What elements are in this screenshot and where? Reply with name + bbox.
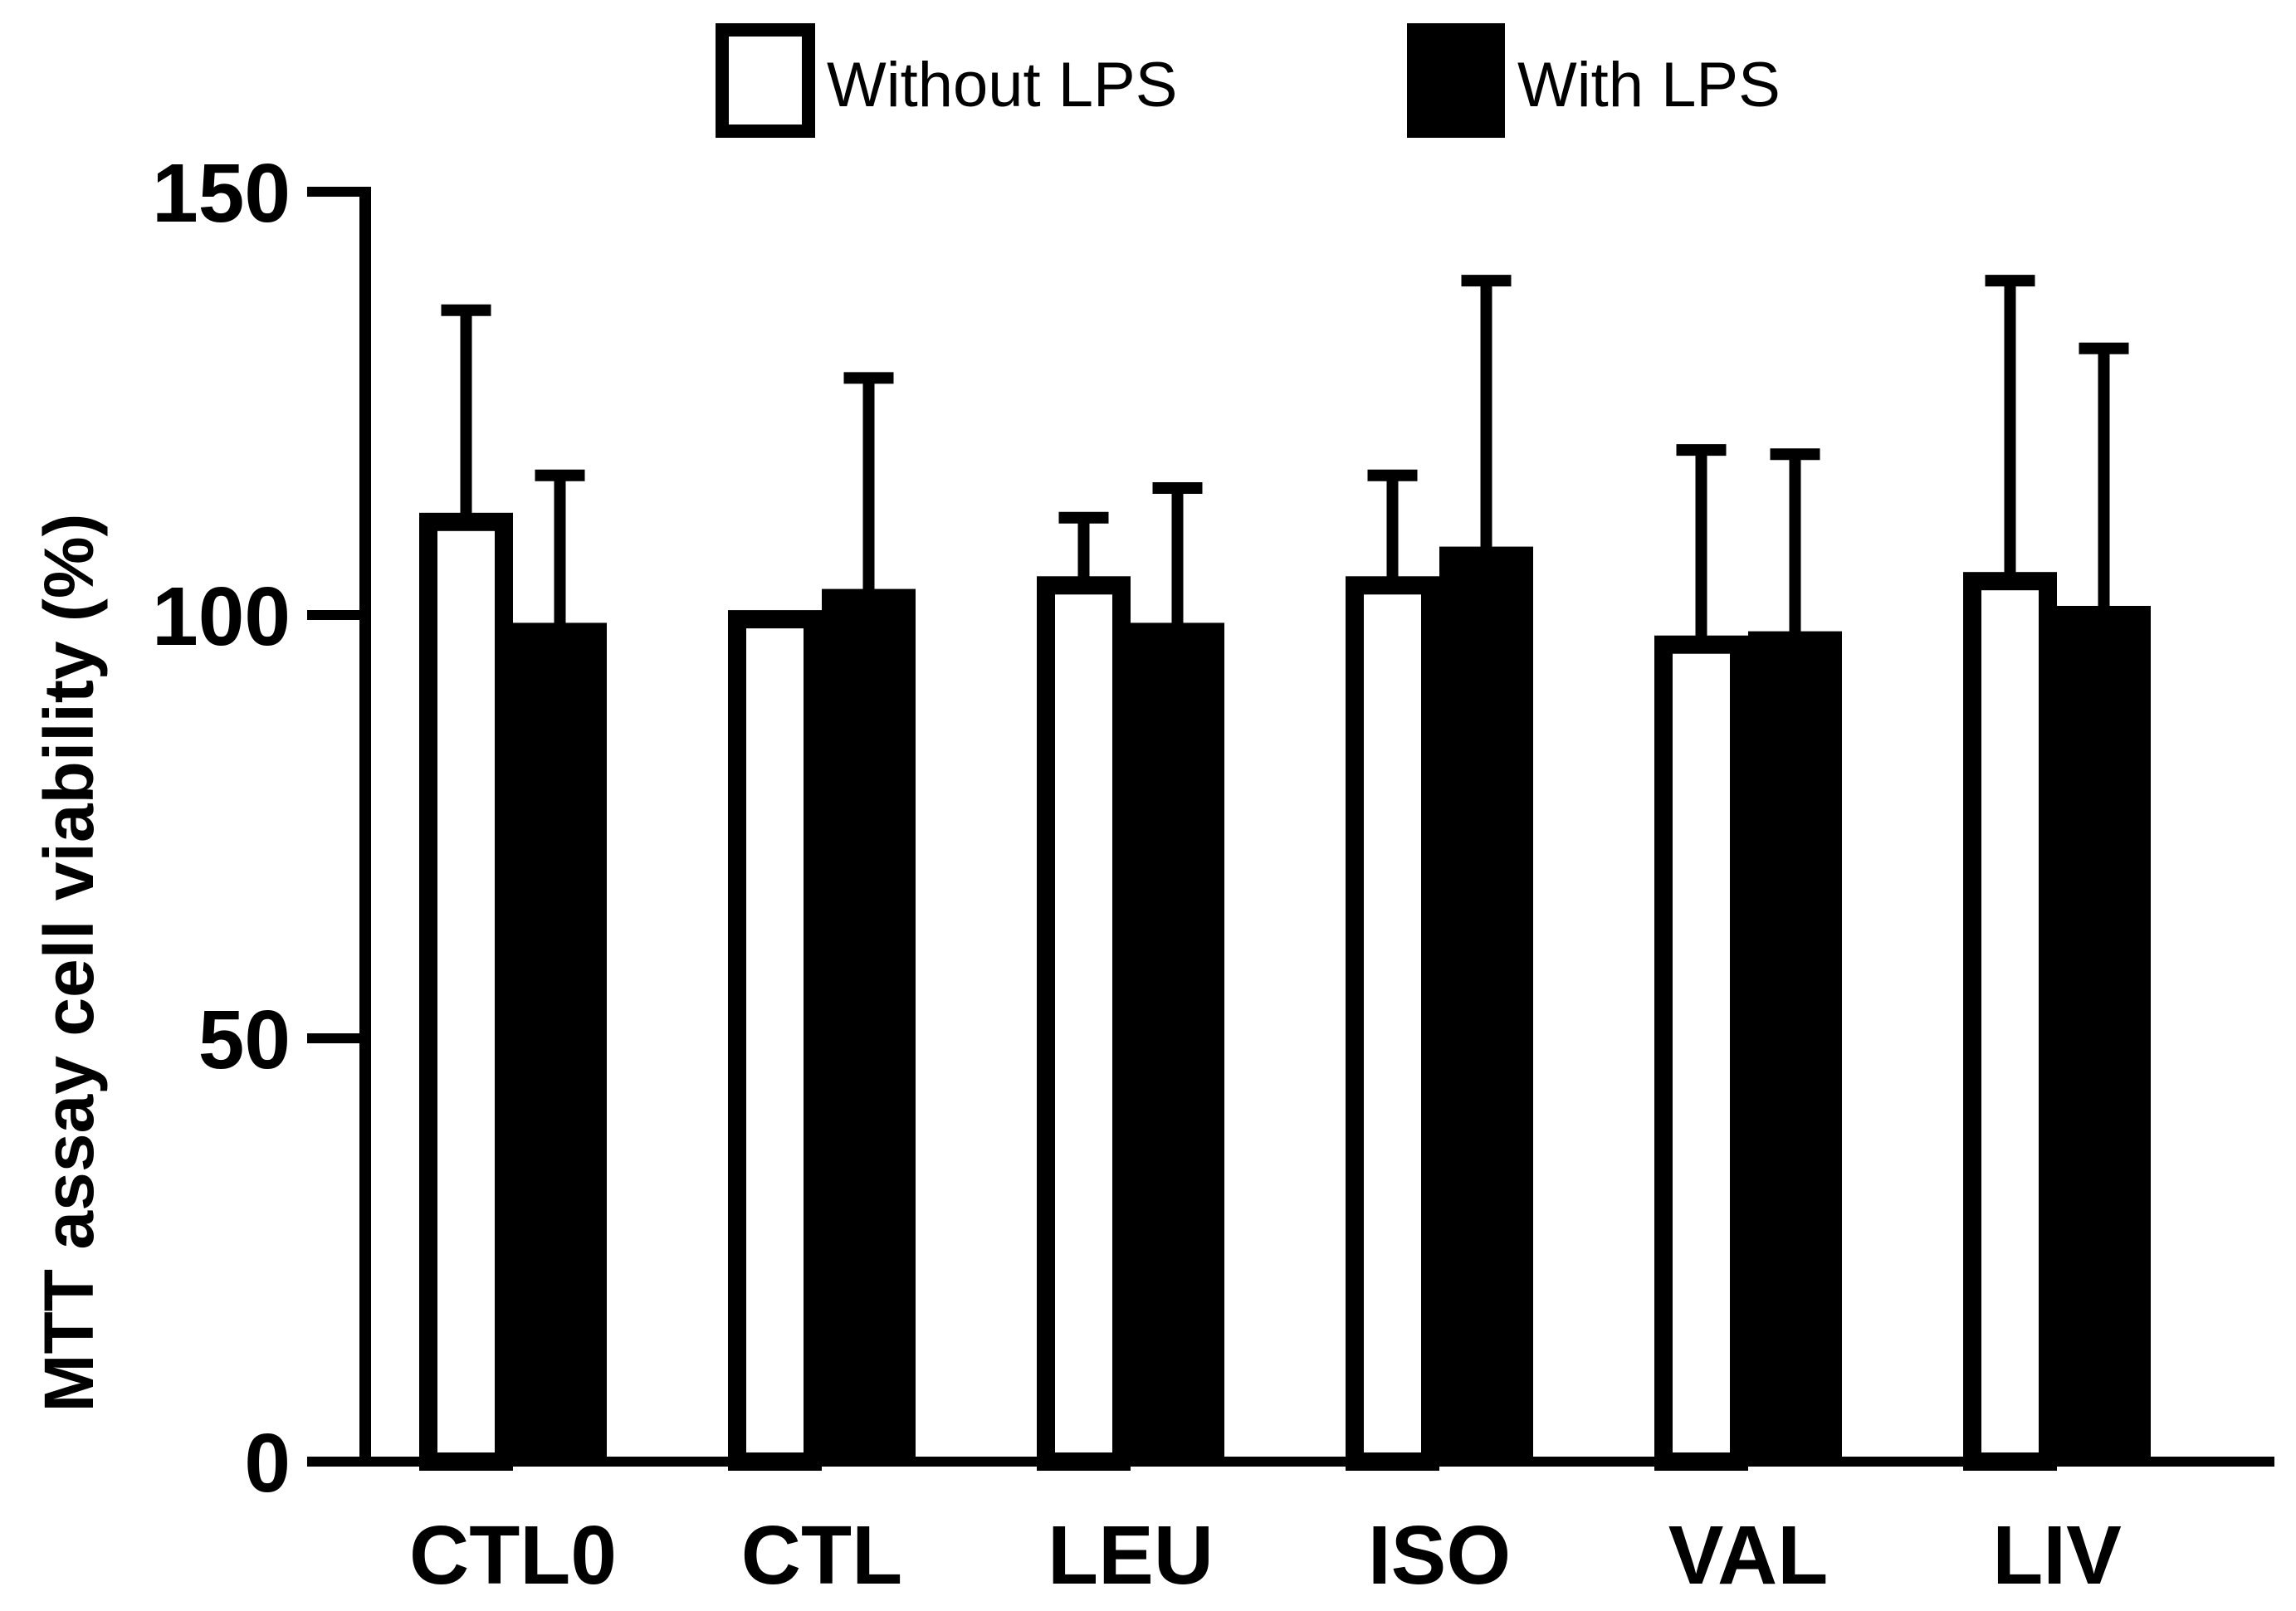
bar-with-lps-leu: [1131, 622, 1224, 1462]
legend-label-without-lps: Without LPS: [827, 50, 1177, 120]
x-category-label: LIV: [1992, 1509, 2122, 1602]
bar-with-lps-val: [1748, 631, 1842, 1462]
y-axis-title: MTT assay cell viability (%): [30, 513, 108, 1412]
bar-with-lps-liv: [2057, 606, 2151, 1462]
x-category-label: ISO: [1368, 1509, 1511, 1602]
x-category-label: LEU: [1048, 1509, 1214, 1602]
bar-with-lps-ctl: [822, 588, 916, 1462]
bar-without-lps-leu: [1037, 576, 1131, 1471]
bar-without-lps-ctl: [728, 610, 822, 1471]
x-axis-labels: CTL0 CTL LEU ISO VAL LIV: [409, 1509, 2122, 1602]
legend: Without LPS With LPS: [716, 23, 1781, 138]
y-tick-label: 150: [152, 147, 291, 240]
y-tick-label: 50: [198, 993, 291, 1086]
legend-swatch-without-lps: [716, 23, 815, 138]
axes: [307, 187, 2274, 1467]
x-category-label: CTL0: [409, 1509, 617, 1602]
x-category-label: VAL: [1668, 1509, 1829, 1602]
y-tick-label: 100: [152, 570, 291, 663]
bar-with-lps-iso: [1439, 546, 1533, 1462]
y-tick-label: 0: [244, 1417, 291, 1510]
bar-with-lps-ctl0: [513, 622, 607, 1462]
legend-swatch-with-lps: [1407, 23, 1505, 138]
legend-label-with-lps: With LPS: [1517, 50, 1781, 120]
x-category-label: CTL: [741, 1509, 902, 1602]
bar-without-lps-iso: [1346, 576, 1439, 1471]
bar-without-lps-liv: [1963, 572, 2057, 1472]
y-axis-ticks: 0 50 100 150: [152, 147, 365, 1510]
bar-without-lps-ctl0: [419, 512, 513, 1471]
bars: [419, 275, 2151, 1472]
bar-without-lps-val: [1654, 635, 1748, 1471]
